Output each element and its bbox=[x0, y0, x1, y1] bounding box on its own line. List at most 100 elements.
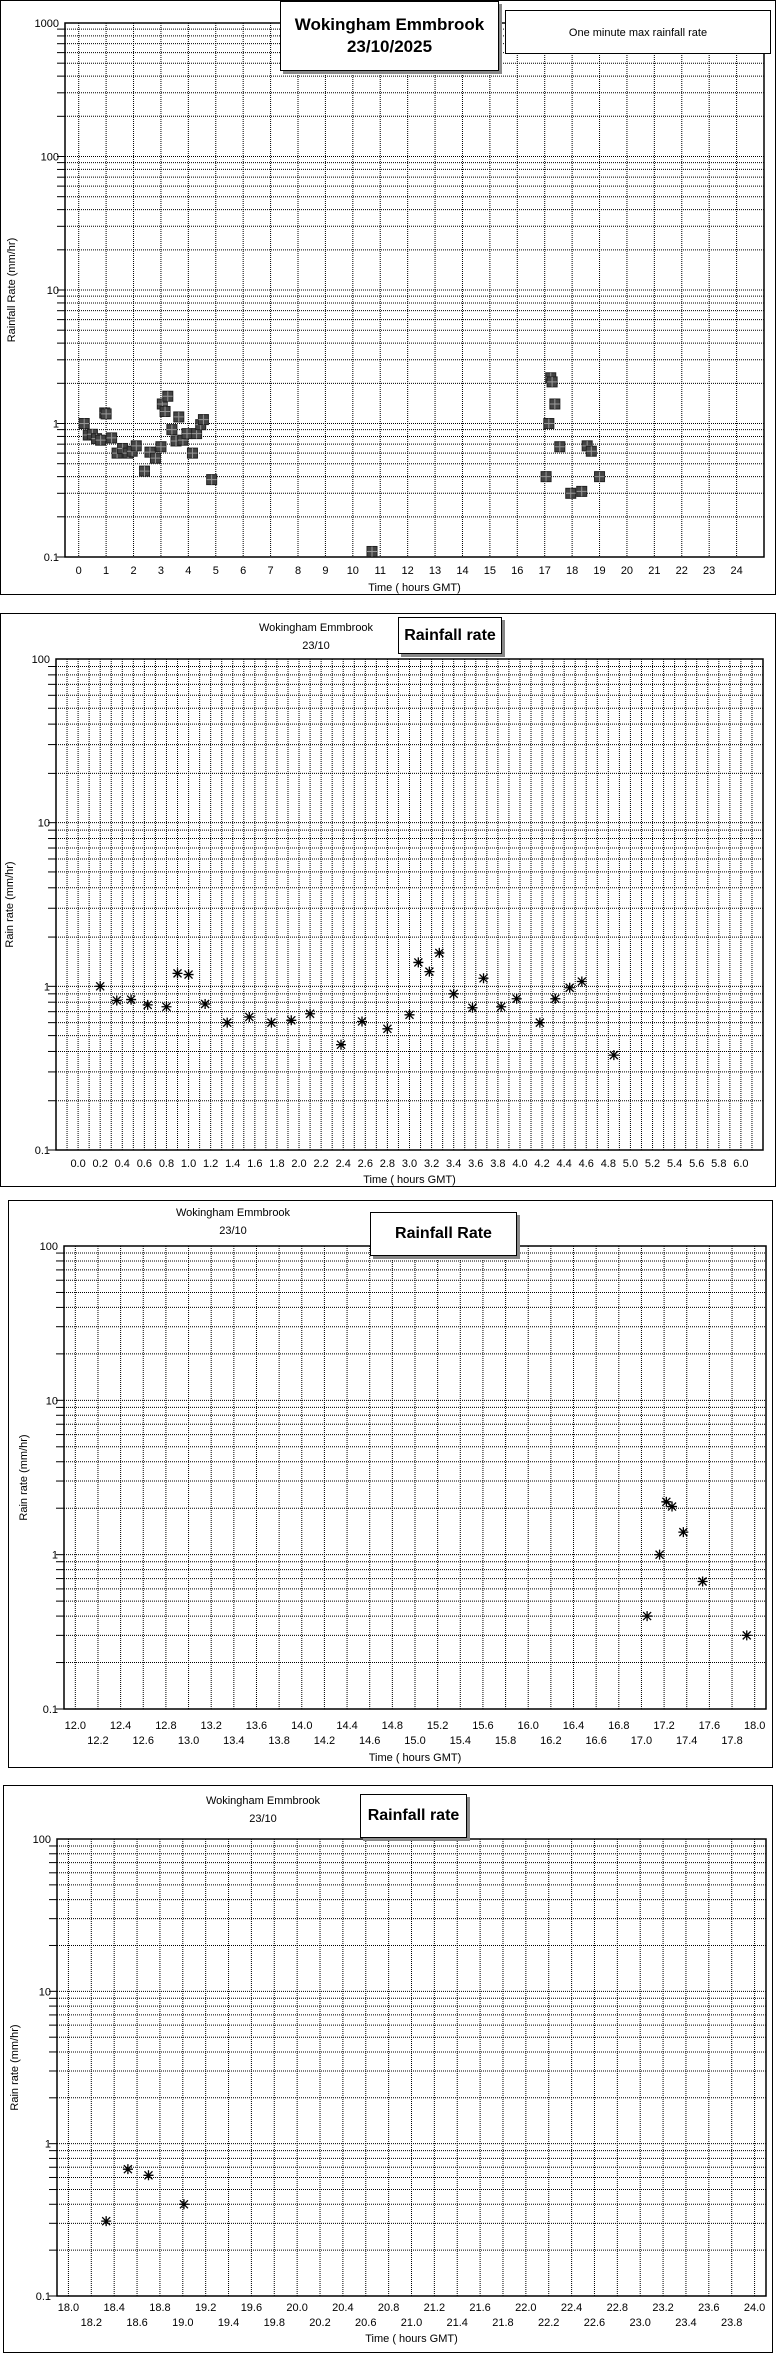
x-tick-label: 12.6 bbox=[133, 1735, 154, 1747]
data-point-hatch bbox=[131, 440, 142, 451]
x-tick-label: 21 bbox=[648, 565, 660, 577]
chart-svg-12-18h: 0.111010012.012.212.412.612.813.013.213.… bbox=[18, 1241, 767, 1764]
x-tick-label: 2.2 bbox=[313, 1158, 328, 1170]
x-tick-label: 22.2 bbox=[538, 2317, 559, 2329]
x-tick-label: 22.0 bbox=[515, 2302, 536, 2314]
data-point-hatch bbox=[181, 428, 192, 439]
data-point-hatch bbox=[106, 432, 117, 443]
x-tick-label: 16.6 bbox=[585, 1735, 606, 1747]
chart-subtitle: Wokingham Emmbrook 23/10 bbox=[163, 1792, 363, 1828]
data-point bbox=[130, 440, 142, 452]
data-point bbox=[138, 465, 150, 477]
data-point bbox=[654, 1549, 665, 1560]
data-point bbox=[206, 474, 218, 486]
data-point bbox=[496, 1001, 507, 1012]
x-tick-label: 4 bbox=[185, 565, 191, 577]
x-tick-label: 18 bbox=[566, 565, 578, 577]
y-tick-label: 10 bbox=[47, 285, 59, 297]
x-tick-label: 19.6 bbox=[241, 2302, 262, 2314]
x-tick-label: 21.0 bbox=[401, 2317, 422, 2329]
chart-title: Rainfall rate bbox=[404, 627, 496, 644]
x-tick-label: 15.4 bbox=[450, 1735, 471, 1747]
x-tick-label: 2 bbox=[130, 565, 136, 577]
chart-title-box: Rainfall Rate bbox=[370, 1212, 517, 1256]
data-point-hatch bbox=[549, 398, 560, 409]
x-tick-label: 12.4 bbox=[110, 1720, 131, 1732]
data-point bbox=[197, 414, 209, 426]
data-point bbox=[143, 2170, 154, 2181]
x-tick-label: 0.2 bbox=[93, 1158, 108, 1170]
data-point bbox=[172, 968, 183, 979]
x-tick-label: 3.8 bbox=[490, 1158, 505, 1170]
x-tick-label: 5.2 bbox=[645, 1158, 660, 1170]
legend-label: One minute max rainfall rate bbox=[568, 27, 708, 39]
data-point bbox=[594, 471, 606, 483]
x-tick-label: 5 bbox=[213, 565, 219, 577]
x-tick-label: 17.4 bbox=[676, 1735, 697, 1747]
y-tick-label: 1000 bbox=[35, 18, 59, 30]
data-point-hatch bbox=[198, 414, 209, 425]
x-tick-label: 15 bbox=[484, 565, 496, 577]
data-point-hatch bbox=[543, 418, 554, 429]
data-point bbox=[576, 976, 587, 987]
x-tick-label: 4.8 bbox=[601, 1158, 616, 1170]
y-tick-label: 1 bbox=[53, 419, 59, 431]
station-name: Wokingham Emmbrook bbox=[258, 622, 374, 634]
y-tick-label: 0.1 bbox=[35, 1145, 50, 1157]
x-tick-label: 21.4 bbox=[447, 2317, 468, 2329]
y-tick-label: 10 bbox=[38, 818, 50, 830]
y-tick-label: 10 bbox=[46, 1395, 58, 1407]
x-tick-label: 21.2 bbox=[424, 2302, 445, 2314]
x-tick-label: 18.6 bbox=[126, 2317, 147, 2329]
x-tick-label: 5.4 bbox=[667, 1158, 682, 1170]
data-point bbox=[565, 487, 577, 499]
data-point bbox=[356, 1016, 367, 1027]
x-tick-label: 22.6 bbox=[584, 2317, 605, 2329]
chart-subtitle: Wokingham Emmbrook 23/10 bbox=[133, 1204, 333, 1240]
x-tick-label: 2.0 bbox=[291, 1158, 306, 1170]
x-tick-label: 20.6 bbox=[355, 2317, 376, 2329]
chart-title: Rainfall rate bbox=[367, 1807, 460, 1824]
x-tick-label: 16 bbox=[511, 565, 523, 577]
plot-area bbox=[56, 1838, 767, 2297]
chart-subtitle: Wokingham Emmbrook 23/10 bbox=[216, 619, 416, 655]
data-point bbox=[162, 390, 174, 402]
x-tick-label: 6.0 bbox=[733, 1158, 748, 1170]
x-axis-label: Time ( hours GMT) bbox=[365, 2333, 458, 2345]
data-point bbox=[382, 1023, 393, 1034]
chart-date: 23/10 bbox=[302, 640, 330, 652]
x-tick-label: 23.2 bbox=[652, 2302, 673, 2314]
x-tick-label: 14.0 bbox=[291, 1720, 312, 1732]
x-axis-label: Time ( hours GMT) bbox=[368, 582, 461, 594]
x-tick-label: 19.2 bbox=[195, 2302, 216, 2314]
chart-panel-daily: 0.1 1 10 100 1000 0 1 2 3 4 5 6 7 8 9 10 11 12 13 14 15 16 17 1… bbox=[0, 0, 776, 595]
x-tick-label: 20.2 bbox=[309, 2317, 330, 2329]
data-point bbox=[126, 994, 137, 1005]
x-tick-label: 21.6 bbox=[469, 2302, 490, 2314]
x-tick-label: 2.6 bbox=[358, 1158, 373, 1170]
x-tick-label: 18.2 bbox=[81, 2317, 102, 2329]
data-point bbox=[511, 993, 522, 1004]
data-point bbox=[106, 432, 118, 444]
data-point-hatch bbox=[594, 471, 605, 482]
x-tick-label: 17 bbox=[539, 565, 551, 577]
data-point bbox=[576, 485, 588, 497]
data-point bbox=[244, 1011, 255, 1022]
x-tick-label: 14 bbox=[456, 565, 468, 577]
x-tick-label: 17.2 bbox=[653, 1720, 674, 1732]
x-tick-label: 2.8 bbox=[380, 1158, 395, 1170]
chart-title-box: Rainfall rate bbox=[360, 1794, 467, 1838]
x-tick-label: 9 bbox=[322, 565, 328, 577]
y-tick-label: 100 bbox=[40, 1241, 58, 1253]
data-point bbox=[642, 1611, 653, 1622]
data-point-hatch bbox=[95, 435, 106, 446]
data-point bbox=[534, 1017, 545, 1028]
data-point bbox=[543, 418, 555, 429]
x-tick-label: 20 bbox=[621, 565, 633, 577]
chart-svg-0-6h: 0.1 1 10 100 0.0 0.2 0.4 0.6 0.8 1.0 1.2 1.4 1.6 1.8 2… bbox=[4, 654, 764, 1186]
x-tick-label: 3.0 bbox=[402, 1158, 417, 1170]
data-point bbox=[741, 1630, 752, 1641]
chart-title-box: Wokingham Emmbrook 23/10/2025 bbox=[280, 1, 499, 71]
data-point bbox=[404, 1009, 415, 1020]
